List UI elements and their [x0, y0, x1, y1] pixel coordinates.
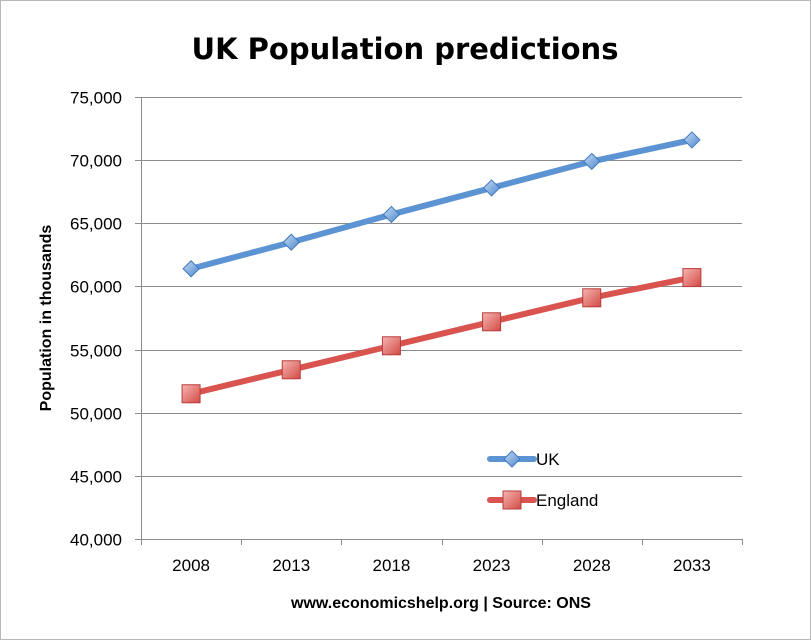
- data-point-england: [381, 336, 401, 356]
- gridlines: [135, 97, 742, 540]
- x-axis-ticks: 2008 2013 2018 2023 2028 2033: [141, 539, 743, 575]
- y-tick-label: 75,000: [70, 89, 122, 108]
- data-point-uk: [282, 233, 300, 251]
- y-tick-label: 65,000: [70, 215, 122, 234]
- x-tick-label: 2023: [473, 556, 511, 575]
- series-line-england: [188, 274, 695, 397]
- x-tick-label: 2018: [373, 556, 411, 575]
- y-tick-label: 55,000: [70, 342, 122, 361]
- data-point-england: [181, 384, 201, 404]
- legend-label-england: England: [536, 491, 598, 510]
- x-tick-label: 2028: [573, 556, 611, 575]
- data-point-uk: [583, 152, 601, 171]
- x-tick-label: 2013: [272, 556, 310, 575]
- y-axis-title: Population in thousands: [38, 225, 55, 412]
- data-point-england: [281, 360, 301, 380]
- y-axis-ticks: 40,000 45,000 50,000 55,000 60,000 65,000 70,0…: [70, 89, 122, 550]
- data-point-uk: [382, 205, 401, 224]
- data-point-england: [582, 288, 602, 308]
- data-point-england: [482, 312, 502, 332]
- series-markers: [181, 131, 702, 404]
- y-tick-label: 70,000: [70, 152, 122, 171]
- x-tick-label: 2033: [673, 556, 711, 575]
- chart-title: UK Population predictions: [192, 32, 619, 66]
- y-tick-label: 45,000: [70, 468, 122, 487]
- x-tick-label: 2008: [172, 556, 210, 575]
- legend: UK England: [487, 450, 598, 510]
- data-point-uk: [182, 260, 200, 278]
- y-tick-label: 60,000: [70, 278, 122, 297]
- legend-marker-uk: [503, 450, 521, 468]
- data-point-england: [682, 268, 702, 288]
- data-point-uk: [683, 131, 701, 149]
- series-line-uk: [188, 136, 695, 272]
- data-point-uk: [482, 179, 501, 197]
- y-tick-label: 40,000: [70, 531, 122, 550]
- series-lines: [188, 136, 695, 397]
- x-axis-title: www.economicshelp.org | Source: ONS: [290, 595, 591, 612]
- legend-marker-england: [502, 490, 522, 510]
- legend-label-uk: UK: [536, 450, 560, 469]
- y-tick-label: 50,000: [70, 405, 122, 424]
